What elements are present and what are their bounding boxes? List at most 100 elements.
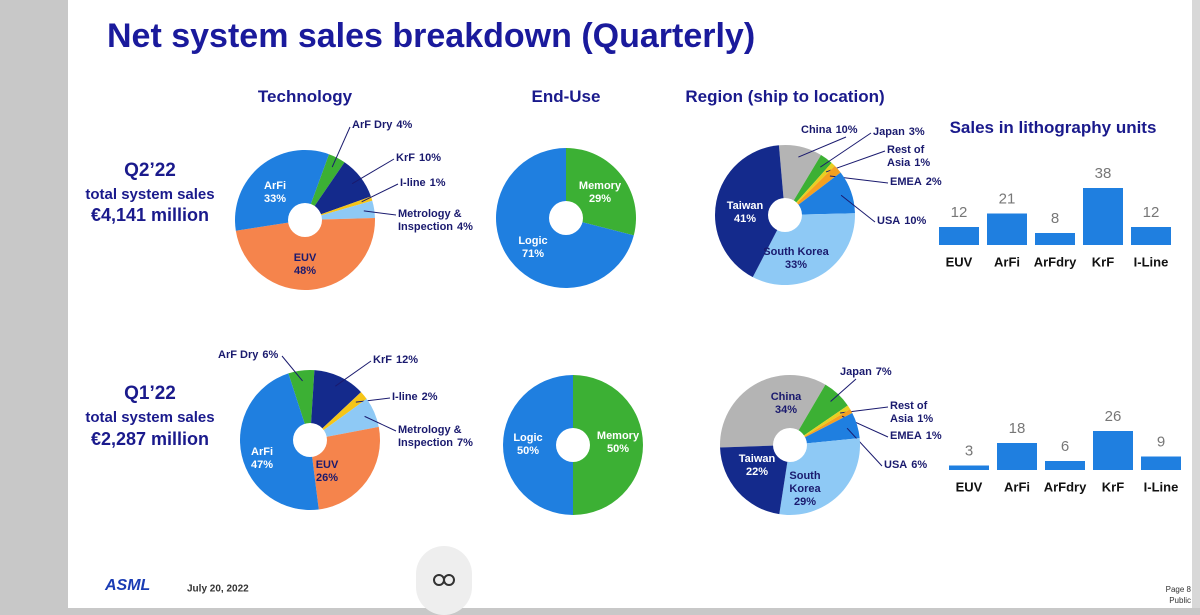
bar [987,213,1027,245]
slice-value: 33% [784,259,808,271]
slice-name: Rest of Asia [890,400,928,425]
pie-slice [305,200,375,220]
leader-line [363,210,397,216]
x-tick-label: KrF [1102,479,1124,494]
slice-name: EUV [293,252,317,264]
x-tick-label: ArFdry [1044,479,1087,494]
slice-name: USA [877,215,901,227]
classification: Public [1169,596,1191,605]
pie-slice [573,375,643,515]
bar-value: 8 [1051,210,1059,227]
bar [1045,461,1085,470]
slice-value: 1% [925,430,942,442]
slice-value: 50% [516,445,540,457]
slice-value: 1% [914,157,931,169]
pie-slice [790,405,851,445]
slice-name: Logic [518,235,548,247]
period-caption: total system sales [85,409,214,426]
leader-line [798,136,847,158]
slice-name: USA [884,459,908,471]
donut-hole [773,428,807,462]
slice-value: 50% [606,443,630,455]
slice-label: Memory 29% [565,180,635,206]
logo: ASML [104,577,150,594]
x-tick-label: ArFdry [1034,254,1077,269]
bar [1035,233,1075,245]
pie-slice [503,375,573,515]
pie-slice [790,413,860,445]
slice-value: 22% [745,466,769,478]
leader-line [331,126,351,168]
slice-label: EUV 26% [292,459,362,485]
pie-slice [785,165,841,215]
slice-label: EUV 48% [270,252,340,278]
slice-value: 3% [908,126,925,138]
slice-value: 6% [911,459,928,471]
slice-label: Japan 3% [873,126,925,139]
slice-value: 10% [835,124,858,136]
slice-name: ArF Dry [352,119,393,131]
bar-value: 26 [1105,408,1122,425]
slice-value: 1% [917,413,934,425]
x-tick-label: I-Line [1134,254,1169,269]
chart-title: Region (ship to location) [685,87,885,106]
bar-value: 12 [951,204,968,221]
pie-slice [566,148,636,236]
slice-value: 7% [875,366,892,378]
donut-hole [549,201,583,235]
leader-line [846,427,883,467]
slice-label: Taiwan 22% [722,453,792,479]
slice-name: Taiwan [726,200,764,212]
period-label: Q2’22 [124,160,176,181]
slice-label: ArFi 47% [227,446,297,472]
pie-slice [310,370,362,440]
slice-name: KrF [396,152,415,164]
overlay-button[interactable] [416,546,472,615]
bar-value: 12 [1143,204,1160,221]
leader-line [335,360,372,387]
slice-label: Metrology & Inspection 7% [398,424,483,450]
slice-value: 12% [395,354,418,366]
slice-label: I-line 2% [392,391,438,404]
slice-value: 41% [733,213,757,225]
pie-slice [715,145,785,278]
pie-slice [305,154,345,220]
slice-name: Metrology & Inspection [398,424,462,449]
page-number: Page 8 [1166,585,1192,594]
slice-label: Metrology & Inspection 4% [398,208,483,234]
x-tick-label: KrF [1092,254,1114,269]
slice-name: Memory [596,430,640,442]
slice-label: South Korea 33% [761,246,831,272]
pie-slice [310,398,379,440]
chart-title: Technology [257,87,353,106]
bar-value: 3 [965,442,973,459]
right-margin [1192,0,1200,615]
donut-hole [288,203,322,237]
period-amount: €4,141 million [91,205,209,225]
slice-name: South Korea [763,246,829,258]
pie-slice [778,145,822,215]
chart-title: Sales in lithography units [949,118,1157,137]
slice-label: ArFi 33% [240,180,310,206]
slice-name: Metrology & Inspection [398,208,462,233]
leader-line [281,355,303,382]
slice-label: ArF Dry 4% [352,119,412,132]
period-label: Q1’22 [124,383,176,404]
slide-title: Net system sales breakdown (Quarterly) [107,17,755,55]
slice-label: EMEA 2% [890,176,942,189]
donut-hole [556,428,590,462]
slice-value: 10% [904,215,927,227]
pie-slice [752,213,856,286]
period-amount: €2,287 million [91,429,209,449]
slice-label: Taiwan 41% [710,200,780,226]
slice-name: Japan [840,366,872,378]
leader-line [364,415,397,432]
slice-label: China 34% [751,391,821,417]
slice-name: China [801,124,832,136]
x-tick-label: EUV [946,254,973,269]
chart-title: End-Use [531,87,601,106]
slice-value: 4% [396,119,413,131]
slice-name: I-line [400,177,426,189]
donut-hole [768,198,802,232]
slice-label: Logic 71% [498,235,568,261]
